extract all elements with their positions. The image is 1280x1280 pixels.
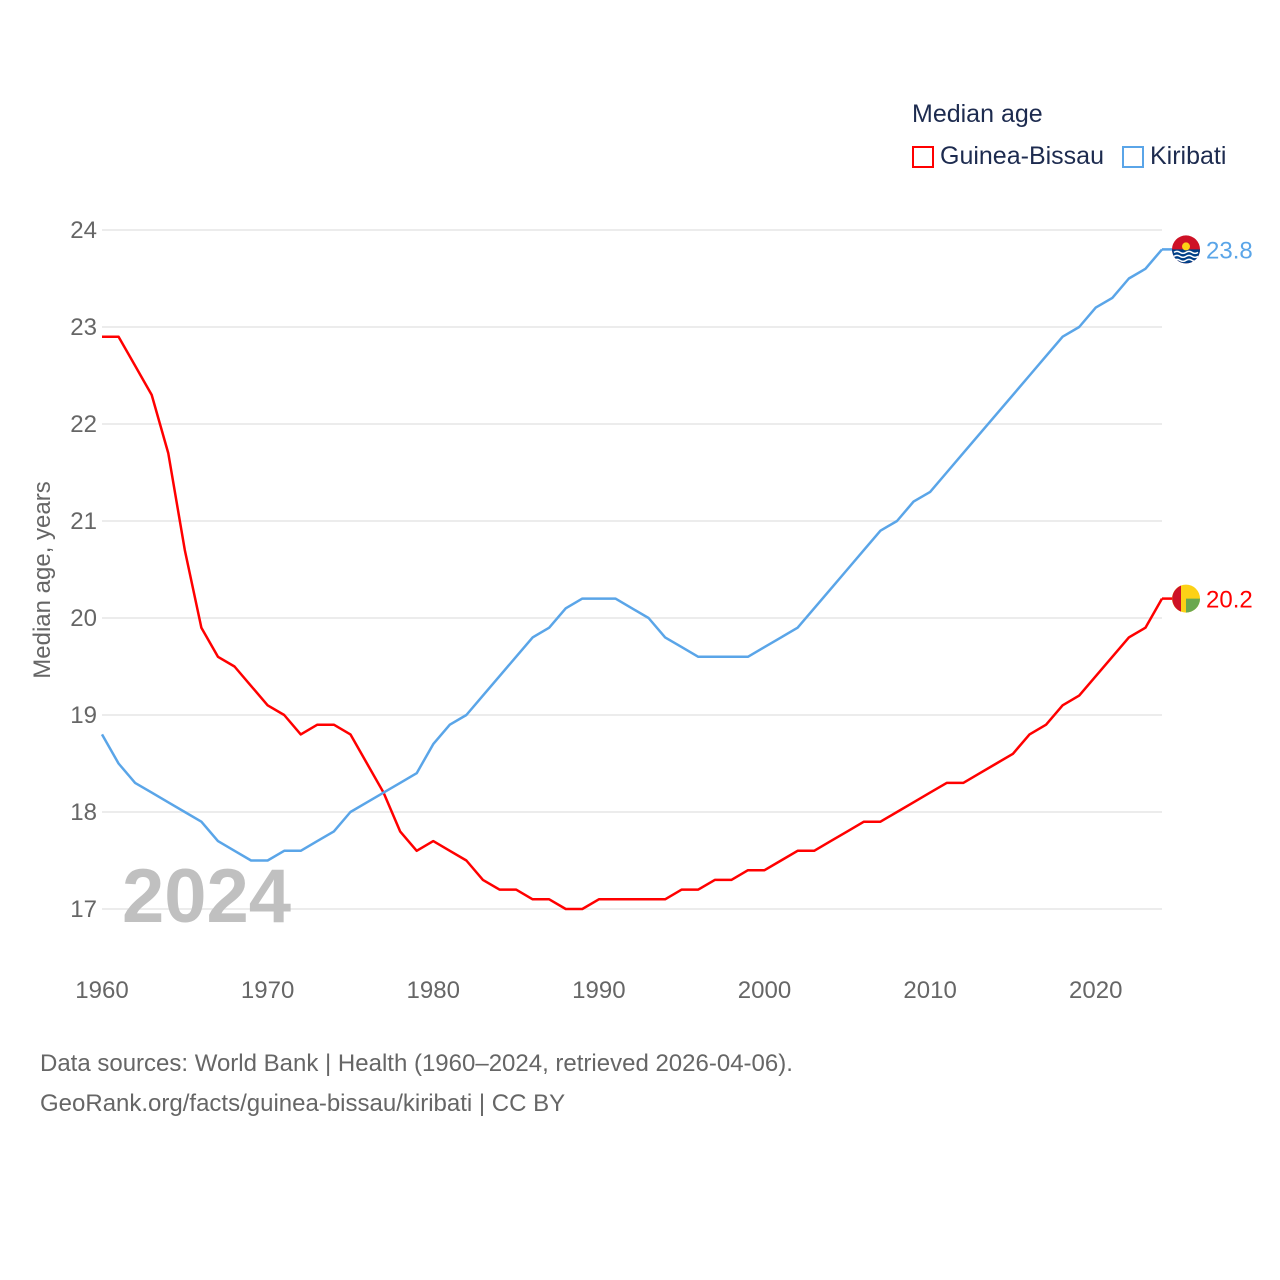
- source-link[interactable]: GeoRank.org/facts/guinea-bissau/kiribati…: [40, 1090, 566, 1117]
- y-tick-label: 18: [70, 799, 97, 826]
- data-sources: Data sources: World Bank | Health (1960–…: [40, 1050, 793, 1077]
- flag-part: [1173, 258, 1199, 263]
- legend-title: Median age: [912, 100, 1043, 128]
- flag-part: [1173, 250, 1199, 255]
- x-tick-label: 1980: [407, 977, 460, 1004]
- y-tick-label: 24: [70, 217, 97, 244]
- x-tick-label: 1960: [75, 977, 128, 1004]
- end-value-label: 23.8: [1206, 237, 1253, 264]
- flag-part: [1173, 254, 1199, 259]
- y-tick-label: 21: [70, 508, 97, 535]
- legend-label: Guinea-Bissau: [940, 142, 1104, 170]
- series-line-kiribati: [100, 248, 1163, 862]
- legend: Guinea-Bissau Kiribati: [912, 142, 1226, 171]
- x-tick-label: 1990: [572, 977, 625, 1004]
- footer: Data sources: World Bank | Health (1960–…: [40, 1044, 793, 1124]
- legend-item-kiribati[interactable]: Kiribati: [1121, 142, 1227, 171]
- x-tick-label: 2020: [1069, 977, 1122, 1004]
- x-tick-label: 2010: [903, 977, 956, 1004]
- flag-part: [1172, 585, 1181, 612]
- end-value-label: 20.2: [1206, 587, 1253, 614]
- y-tick-label: 20: [70, 605, 97, 632]
- x-tick-label: 2000: [738, 977, 791, 1004]
- legend-swatch: [912, 145, 934, 168]
- y-tick-label: 22: [70, 411, 97, 438]
- flag-part: [1186, 598, 1200, 613]
- y-tick-label: 19: [70, 702, 97, 729]
- y-tick-label: 17: [70, 896, 97, 923]
- x-tick-label: 1970: [241, 977, 294, 1004]
- series-line-guinea-bissau: [102, 335, 1164, 911]
- y-axis-label: Median age, years: [29, 481, 56, 678]
- legend-label: Kiribati: [1149, 142, 1227, 170]
- year-watermark: 2024: [122, 854, 291, 939]
- legend-swatch: [1121, 145, 1144, 168]
- flag-part: [1182, 242, 1190, 251]
- legend-item-guinea-bissau[interactable]: Guinea-Bissau: [912, 142, 1104, 171]
- y-tick-label: 23: [70, 314, 97, 341]
